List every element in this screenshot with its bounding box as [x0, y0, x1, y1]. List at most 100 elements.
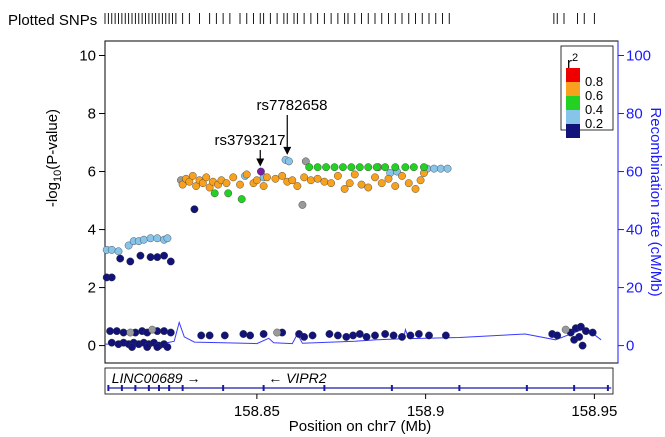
legend-swatch [566, 82, 580, 96]
snp-point [562, 326, 569, 333]
snp-point [289, 177, 296, 184]
snp-point [263, 174, 270, 181]
snp-point [260, 182, 267, 189]
snp-point [407, 332, 414, 339]
snp-point [417, 177, 424, 184]
snp-point [425, 332, 432, 339]
snp-point [358, 181, 365, 188]
gene-exon [526, 385, 528, 391]
snp-point [294, 182, 301, 189]
right-y-tick-label: 80 [626, 106, 643, 123]
snp-point [224, 190, 231, 197]
snp-point [343, 333, 350, 340]
snp-point [314, 175, 321, 182]
snp-point [253, 177, 260, 184]
snp-point [238, 195, 245, 202]
gene-track: LINC00689 → ← VIPR2 [105, 368, 613, 394]
snp-point [412, 185, 419, 192]
gene-label: ← VIPR2 [268, 370, 327, 386]
snp-point [392, 182, 399, 189]
snp-point [371, 174, 378, 181]
snp-point [341, 185, 348, 192]
left-y-axis-label: -log10(P-value) [44, 109, 64, 207]
snp-point [363, 333, 370, 340]
snp-point [189, 172, 196, 179]
snp-point [442, 332, 449, 339]
snp-point [346, 179, 353, 186]
plot-area [105, 41, 618, 363]
right-y-tick-label: 100 [626, 48, 651, 65]
snp-point [356, 330, 363, 337]
snp-point [305, 163, 312, 170]
gene-exon [391, 385, 393, 391]
snp-point [116, 255, 123, 262]
snp-point [378, 179, 385, 186]
snp-point [108, 274, 115, 281]
snp-point [589, 329, 596, 336]
left-y-tick-label: 6 [88, 164, 96, 181]
right-y-axis: 0 20 40 60 80 100 [618, 41, 651, 363]
snp-point [381, 330, 388, 337]
snp-point [211, 190, 218, 197]
snp-point [167, 258, 174, 265]
snp-point [392, 163, 399, 170]
snp-point [147, 235, 154, 242]
legend-label: 0.8 [585, 74, 603, 89]
left-y-tick-label: 2 [88, 280, 96, 297]
snp-point [106, 327, 113, 334]
left-y-tick-label: 10 [79, 48, 96, 65]
right-y-tick-label: 20 [626, 280, 643, 297]
snp-point [373, 163, 380, 170]
snp-point [260, 330, 267, 337]
snp-point [127, 258, 134, 265]
snp-point [108, 339, 115, 346]
snp-point [149, 326, 156, 333]
snp-point [398, 172, 405, 179]
right-y-tick-label: 0 [626, 338, 634, 355]
snp-point [300, 174, 307, 181]
left-y-tick-label: 4 [88, 222, 96, 239]
right-y-tick-label: 60 [626, 164, 643, 181]
snp-point [444, 165, 451, 172]
snp-point [309, 332, 316, 339]
snp-point [120, 329, 127, 336]
snp-point [246, 332, 253, 339]
snp-point [307, 177, 314, 184]
snp-point [371, 332, 378, 339]
legend-swatch [566, 96, 580, 110]
snp-point [299, 201, 306, 208]
snp-point [108, 246, 115, 253]
gene-exon [222, 385, 224, 391]
snp-point [285, 158, 292, 165]
snp-point [381, 163, 388, 170]
snp-point [191, 206, 198, 213]
snp-point [390, 332, 397, 339]
snp-point [221, 332, 228, 339]
snp-point [137, 252, 144, 259]
snp-point [321, 178, 328, 185]
snp-point [402, 163, 409, 170]
snp-point [257, 168, 264, 175]
snp-point [430, 165, 437, 172]
snp-point [243, 171, 250, 178]
snp-point [334, 332, 341, 339]
snp-point [348, 163, 355, 170]
x-tick-label: 158.85 [234, 403, 280, 420]
snp-point [398, 333, 405, 340]
snp-point [164, 235, 171, 242]
snp-point [314, 163, 321, 170]
right-y-tick-label: 40 [626, 222, 643, 239]
snp-point [140, 236, 147, 243]
snp-point [385, 175, 392, 182]
snp-point [160, 327, 167, 334]
snp-point [143, 343, 150, 350]
snp-point [203, 174, 210, 181]
snp-point [437, 165, 444, 172]
snp-point [164, 343, 171, 350]
snp-point [154, 253, 161, 260]
legend-swatch [566, 124, 580, 138]
gene-exon [458, 385, 460, 391]
snp-point [570, 336, 577, 343]
snp-point [113, 327, 120, 334]
